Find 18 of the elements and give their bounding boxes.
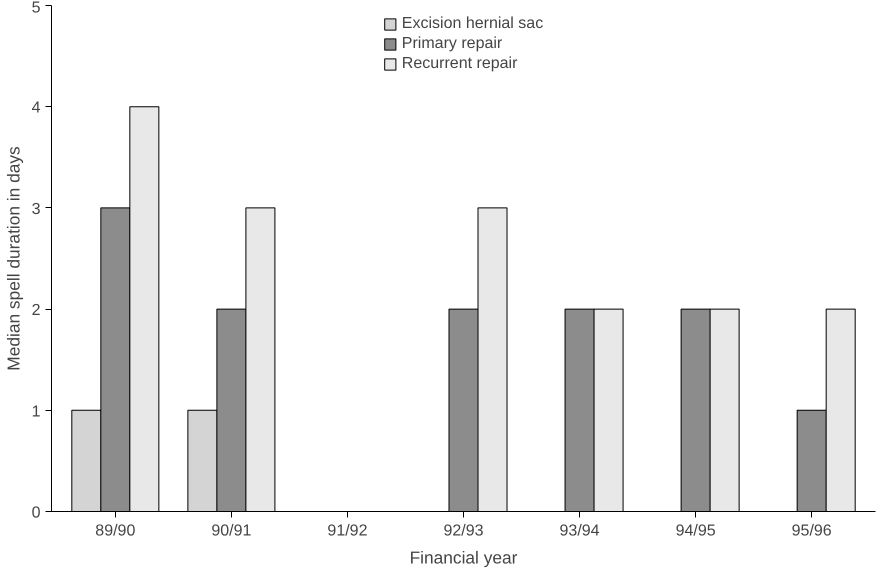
x-tick-label: 92/93 <box>443 522 484 540</box>
y-axis-title: Median spell duration in days <box>4 146 24 371</box>
y-tick-label: 1 <box>32 403 41 420</box>
y-tick-label: 0 <box>32 504 41 522</box>
y-tick-label: 5 <box>32 0 41 16</box>
y-tick-label: 2 <box>32 302 41 320</box>
x-tick-label: 95/96 <box>792 522 832 540</box>
y-tick-label: 3 <box>32 200 41 218</box>
x-tick-label: 94/95 <box>676 522 716 540</box>
x-tick-label: 91/92 <box>327 522 368 540</box>
x-axis-title: Financial year <box>410 548 518 568</box>
x-tick-label: 90/91 <box>211 522 252 540</box>
x-tick-label: 89/90 <box>95 522 136 540</box>
legend-label: Excision hernial sac <box>402 15 544 33</box>
legend-label: Primary repair <box>402 35 502 53</box>
x-tick-label: 93/94 <box>560 522 600 540</box>
legend-label: Recurrent repair <box>402 55 518 73</box>
y-tick-label: 4 <box>32 100 41 117</box>
